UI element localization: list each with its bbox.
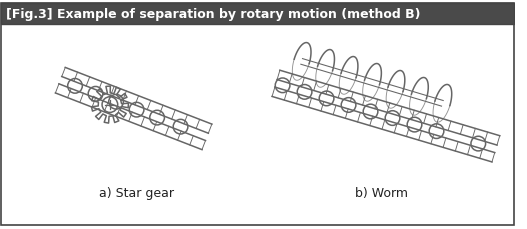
Text: a) Star gear: a) Star gear xyxy=(99,186,174,199)
Text: [Fig.3] Example of separation by rotary motion (method B): [Fig.3] Example of separation by rotary … xyxy=(6,8,421,21)
FancyBboxPatch shape xyxy=(1,4,514,25)
Text: b) Worm: b) Worm xyxy=(355,186,407,199)
